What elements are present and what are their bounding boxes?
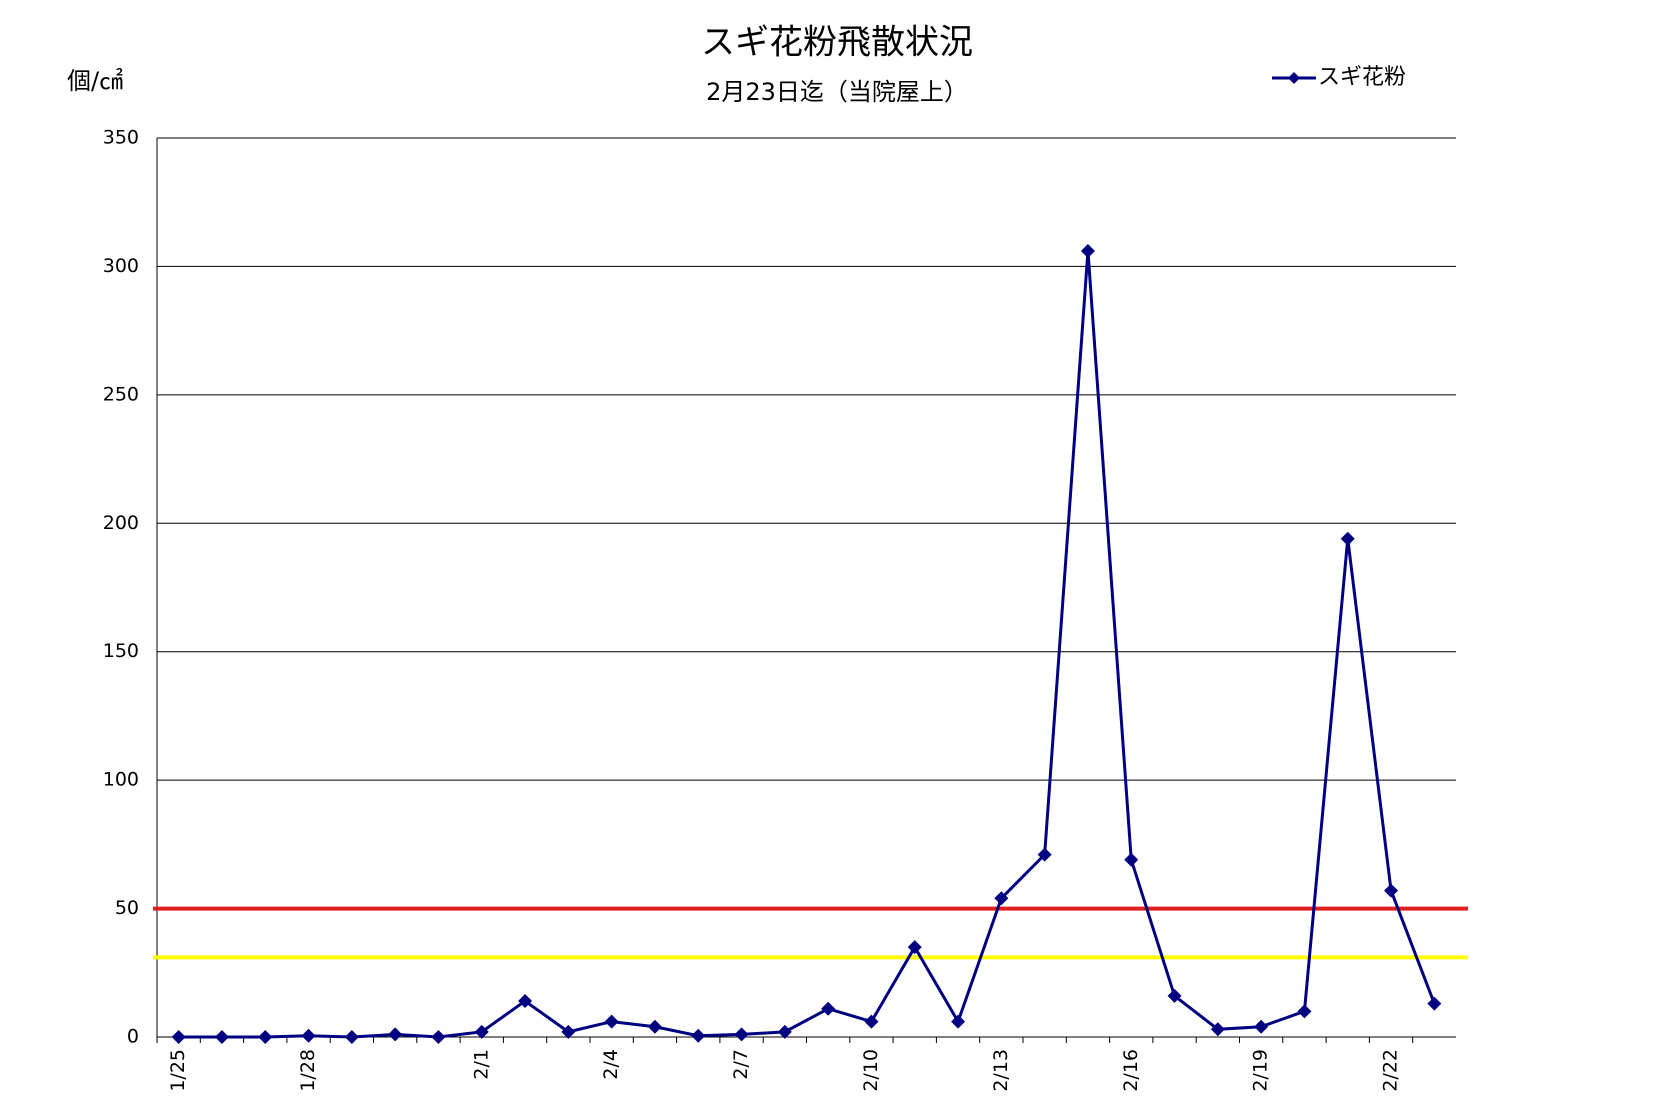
data-point [1037, 847, 1052, 862]
data-point [734, 1027, 749, 1042]
data-point [777, 1024, 792, 1039]
data-point [951, 1014, 966, 1029]
data-point [1297, 1004, 1312, 1019]
legend-marker [1288, 72, 1300, 84]
chart-subtitle: 2月23日迄（当院屋上） [706, 78, 968, 106]
data-point [1254, 1019, 1269, 1034]
data-point [518, 994, 533, 1009]
data-point [431, 1030, 446, 1044]
y-tick-label: 300 [103, 255, 139, 277]
x-tick-label: 2/4 [600, 1049, 622, 1080]
data-point [388, 1027, 403, 1042]
data-point [691, 1028, 706, 1043]
series-line [178, 250, 1436, 1039]
x-tick-label: 2/1 [470, 1049, 492, 1080]
x-tick-label: 2/19 [1250, 1049, 1272, 1092]
data-point [561, 1024, 576, 1039]
data-point [171, 1030, 186, 1044]
data-point [994, 891, 1009, 906]
x-tick-label: 2/13 [990, 1049, 1012, 1092]
x-tick-label: 2/16 [1120, 1049, 1142, 1092]
data-point [344, 1030, 359, 1044]
x-tick-label: 2/7 [730, 1049, 752, 1080]
data-point [1384, 883, 1399, 898]
data-point [604, 1014, 619, 1029]
x-tick-label: 1/28 [297, 1049, 319, 1092]
data-point [647, 1019, 662, 1034]
data-point [1080, 244, 1095, 259]
y-tick-label: 50 [115, 897, 139, 919]
y-tick-label: 250 [103, 383, 139, 405]
chart-title: スギ花粉飛散状況 [701, 23, 973, 63]
y-axis-label: 個/㎠ [67, 67, 123, 95]
data-point [1427, 996, 1442, 1011]
data-point [821, 1001, 836, 1016]
legend-label: スギ花粉 [1318, 65, 1406, 90]
y-tick-label: 350 [103, 127, 139, 149]
data-point [474, 1024, 489, 1039]
data-point [1210, 1022, 1225, 1037]
y-tick-label: 0 [127, 1026, 139, 1048]
data-point [1124, 852, 1139, 867]
x-tick-label: 2/22 [1380, 1049, 1402, 1092]
data-point [214, 1030, 229, 1044]
data-point [907, 940, 922, 955]
data-point [1340, 531, 1355, 546]
data-point [301, 1028, 316, 1043]
x-tick-label: 2/10 [860, 1049, 882, 1092]
y-tick-label: 200 [103, 512, 139, 534]
y-tick-label: 150 [103, 640, 139, 662]
data-point [258, 1030, 273, 1044]
x-tick-label: 1/25 [167, 1049, 189, 1092]
data-point [864, 1014, 879, 1029]
y-tick-label: 100 [103, 769, 139, 791]
data-point [1167, 988, 1182, 1003]
